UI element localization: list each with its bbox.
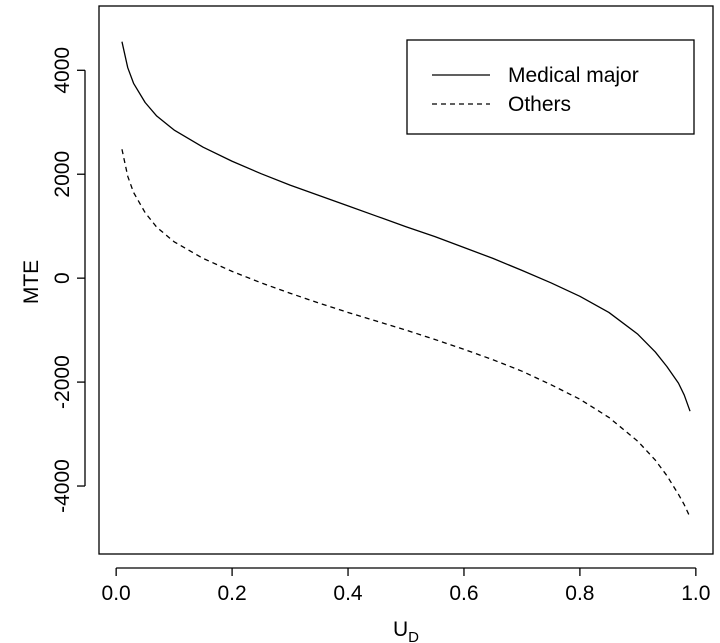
y-axis: -4000 -2000 0 2000 4000 (51, 47, 86, 513)
legend: Medical major Others (406, 39, 695, 135)
y-tick-label: 4000 (51, 47, 74, 94)
y-tick-label: -2000 (51, 355, 74, 409)
y-axis-title: MTE (20, 260, 43, 304)
legend-box (406, 39, 695, 135)
x-axis: 0.0 0.2 0.4 0.6 0.8 1.0 (102, 567, 710, 605)
legend-label-others: Others (508, 93, 571, 116)
y-tick-label: 2000 (51, 151, 74, 198)
x-tick-label: 1.0 (681, 582, 710, 605)
x-tick-label: 0.4 (333, 582, 363, 605)
x-axis-title-main: U (393, 618, 408, 641)
y-tick-label: 0 (51, 272, 74, 284)
x-tick-label: 0.2 (217, 582, 246, 605)
x-axis-title-subscript: D (408, 629, 419, 643)
series-line-medical-major (121, 41, 691, 412)
series-line-others (121, 149, 691, 518)
x-tick-label: 0.0 (102, 582, 131, 605)
legend-label-medical-major: Medical major (508, 64, 639, 87)
x-tick-label: 0.6 (449, 582, 478, 605)
x-axis-title: UD (393, 618, 419, 643)
x-tick-label: 0.8 (565, 582, 594, 605)
series-layer (121, 41, 691, 518)
y-tick-label: -4000 (51, 459, 74, 513)
plot-frame (98, 5, 714, 555)
